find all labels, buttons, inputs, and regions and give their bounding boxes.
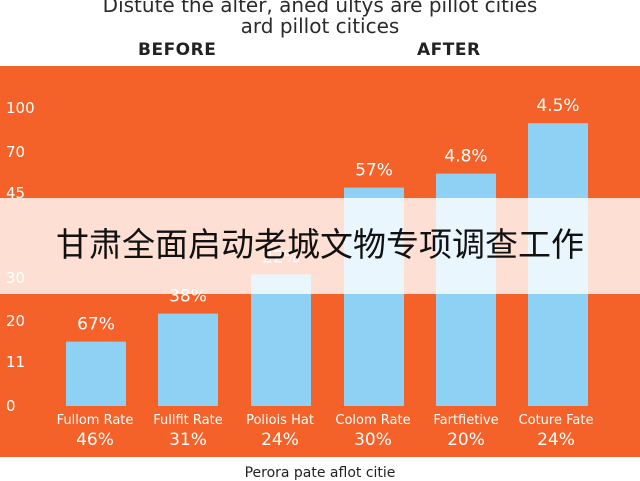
chart-title-line-2: ard pillot citices [240,14,400,38]
news-banner-text: 甘肃全面启动老城文物专项调查工作 [56,225,584,264]
bar-value-label: 4.5% [536,96,579,116]
chart-footer-caption: Perora pate aflot citie [244,465,396,481]
bar [66,341,126,406]
x-category-label: Colom Rate [335,413,410,428]
bar-value-label: 57% [355,161,393,181]
x-category-value: 24% [537,430,575,450]
x-category-label: Fartfietive [433,413,498,428]
chart-title-line-1: Distute the alter, aned ultys are pillot… [102,0,538,17]
bar-value-label: 4.8% [444,147,487,167]
bar-value-label: 67% [77,315,115,335]
y-tick-label: 20 [6,312,25,330]
x-category-value: 20% [447,430,485,450]
before-label: BEFORE [138,40,217,60]
y-tick-label: 70 [6,143,25,161]
bar [158,313,218,406]
x-category-label: Fullom Rate [57,413,134,428]
news-banner [0,198,640,294]
bar [251,274,311,406]
x-category-value: 46% [76,430,114,450]
x-category-label: Coture Fate [519,413,594,428]
y-tick-label: 100 [6,99,35,117]
after-label: AFTER [417,40,481,60]
x-category-value: 30% [354,430,392,450]
bar-chart: 0112030457010067%38%22%57%4.8%4.5%Fullom… [6,96,594,450]
x-category-value: 31% [169,430,207,450]
x-category-label: Fullfit Rate [153,413,222,428]
y-tick-label: 11 [6,353,25,371]
y-tick-label: 0 [6,397,16,415]
x-category-label: Poliois Hat [246,413,314,428]
y-tick-label: 45 [6,184,25,202]
x-category-value: 24% [261,430,299,450]
